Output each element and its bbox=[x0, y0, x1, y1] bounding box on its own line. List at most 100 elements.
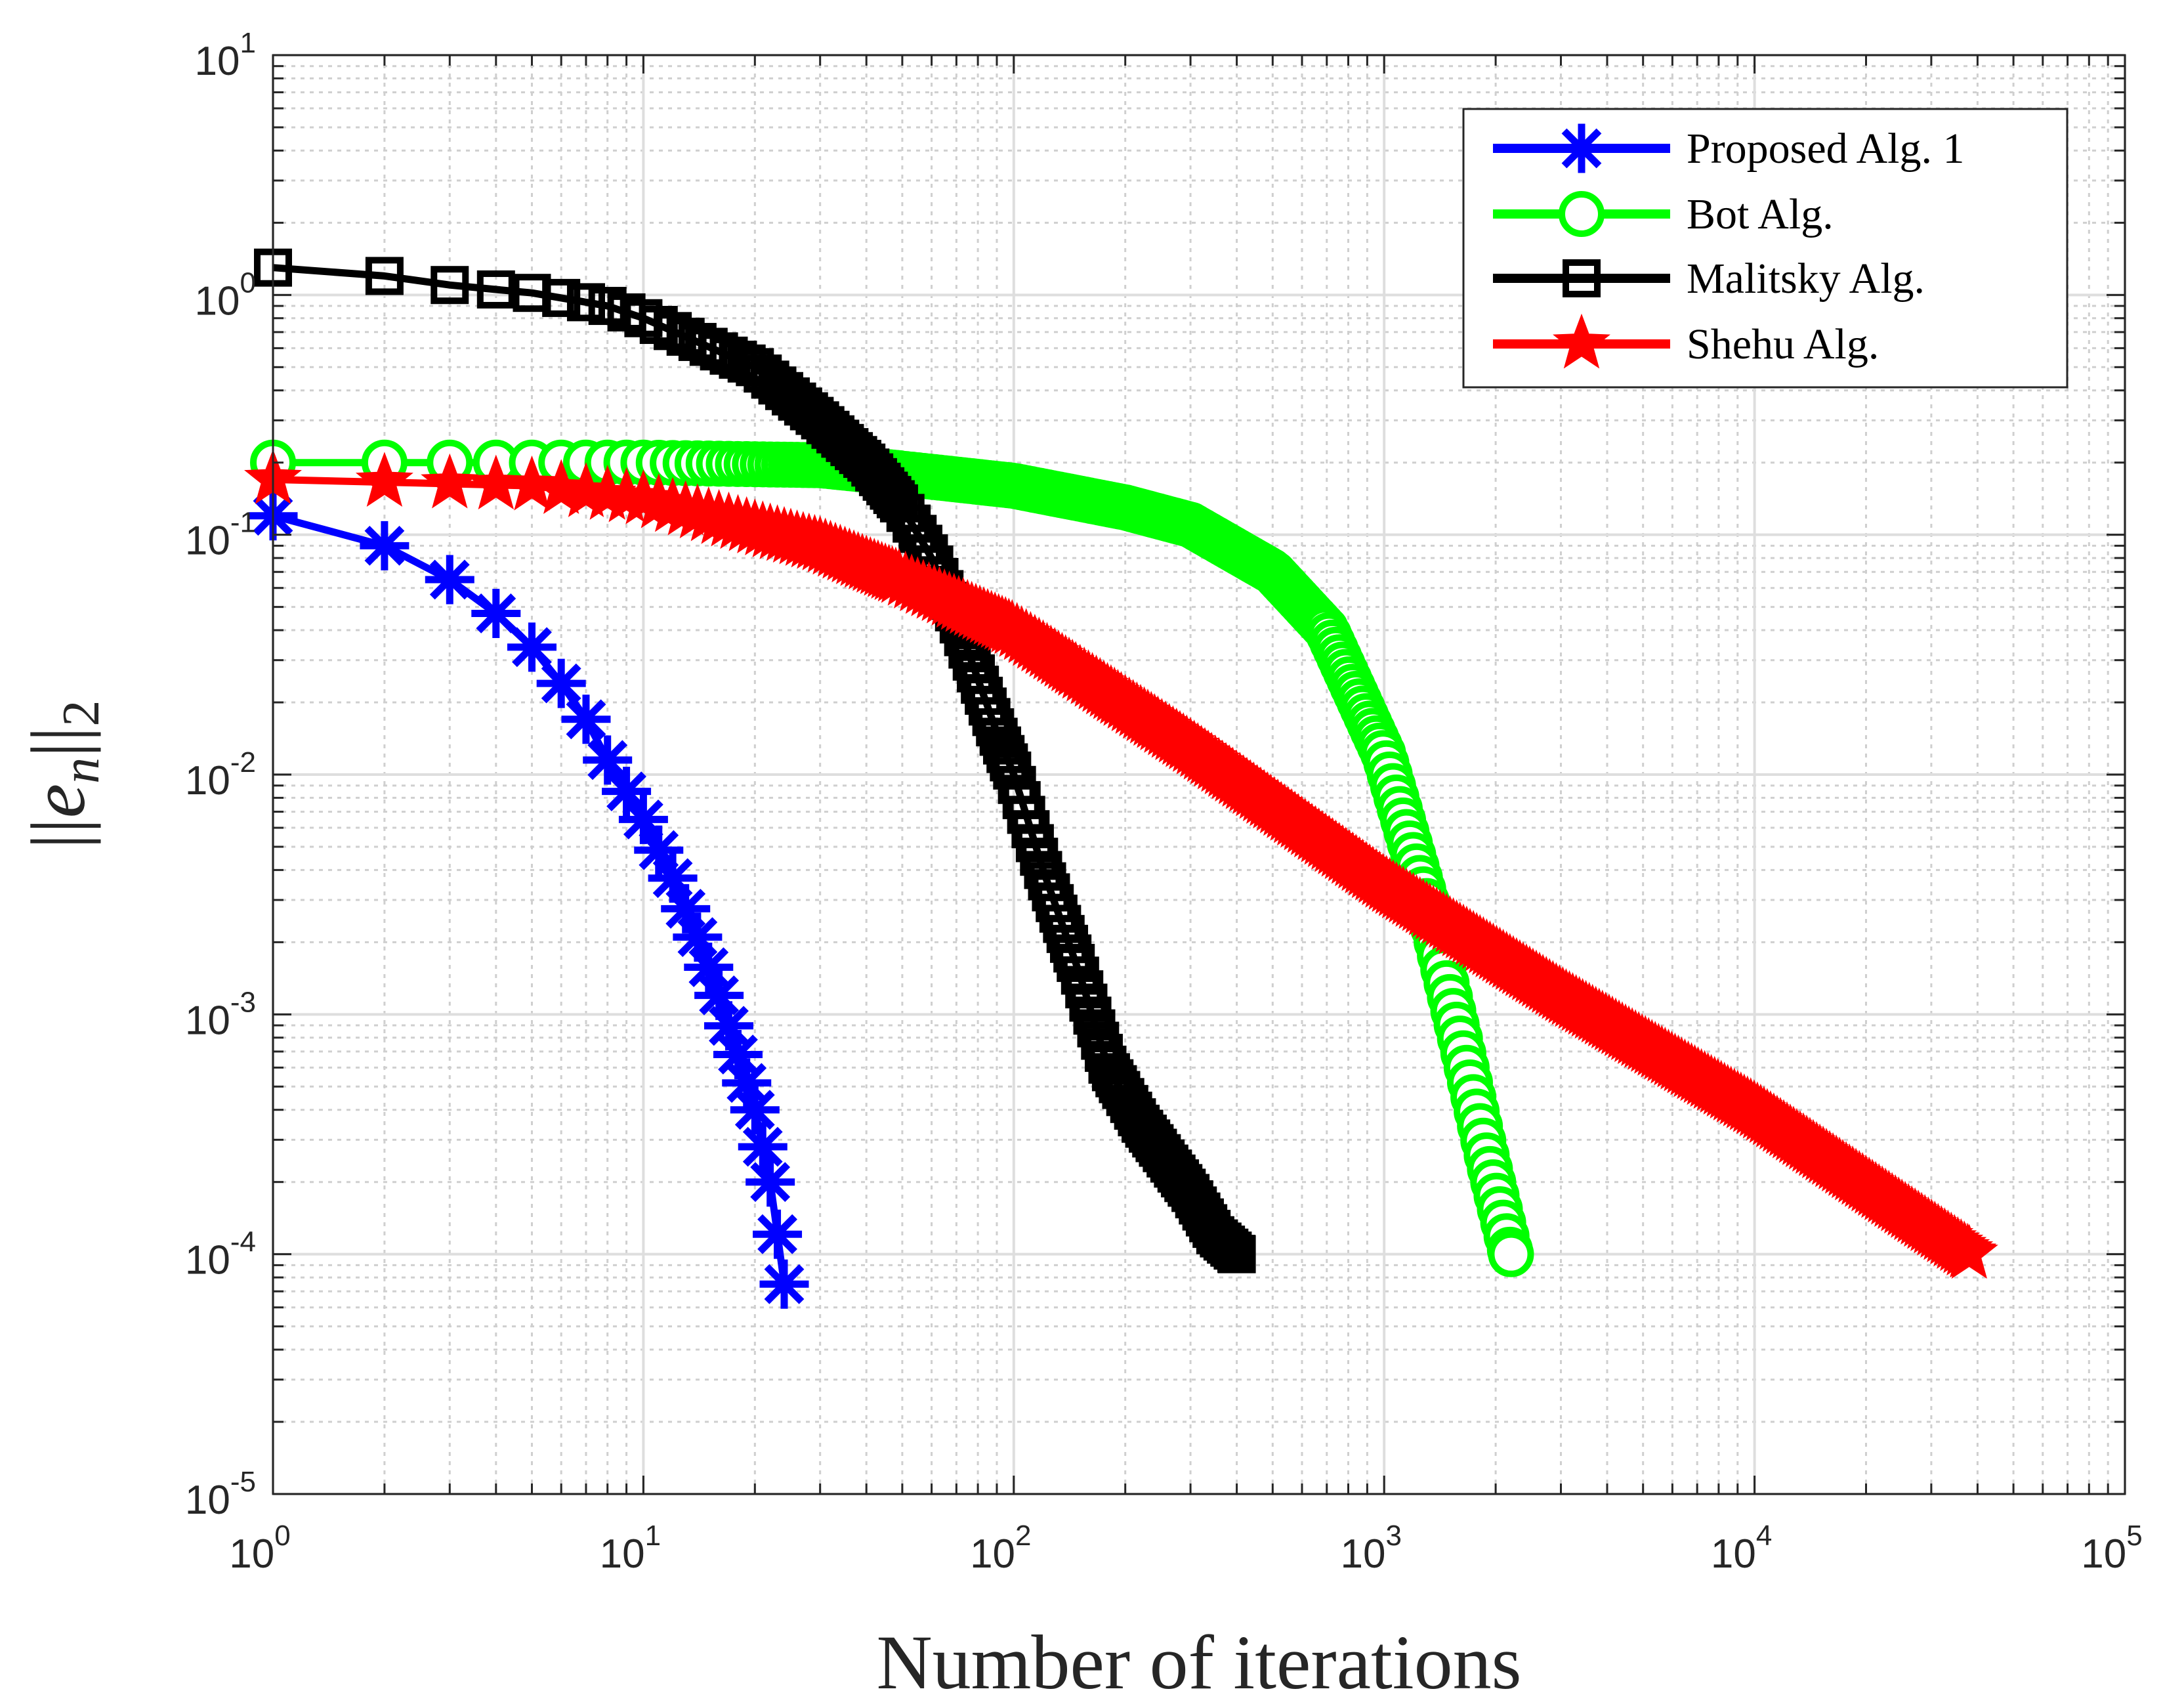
data-point bbox=[738, 1122, 788, 1172]
axis-ticks bbox=[272, 54, 2126, 1495]
legend-label-shehu: Shehu Alg. bbox=[1687, 320, 1879, 368]
data-point bbox=[421, 453, 479, 509]
data-point bbox=[634, 825, 684, 875]
data-point bbox=[507, 622, 556, 672]
x-tick-label-base: 10 bbox=[1340, 1531, 1385, 1577]
y-tick-label: 10-4 bbox=[185, 1226, 256, 1283]
legend-marker-shape bbox=[1559, 191, 1605, 237]
y-tick-label-exp: 0 bbox=[240, 267, 256, 299]
legend-marker-bot bbox=[1559, 191, 1605, 237]
legend-entry-shehu: Shehu Alg. bbox=[1493, 313, 1879, 369]
y-tick-label: 10-5 bbox=[185, 1466, 256, 1523]
x-tick-label-exp: 4 bbox=[1756, 1520, 1772, 1552]
y-tick-label: 10-1 bbox=[185, 507, 256, 564]
legend-label-bot: Bot Alg. bbox=[1687, 190, 1834, 238]
legend-label-malitsky: Malitsky Alg. bbox=[1687, 255, 1925, 303]
y-tick-label-exp: -3 bbox=[230, 986, 256, 1018]
x-tick-label: 100 bbox=[229, 1520, 290, 1577]
data-point bbox=[759, 1259, 809, 1309]
legend-entry-malitsky: Malitsky Alg. bbox=[1493, 255, 1925, 303]
legend-marker-shape-stroke bbox=[1561, 128, 1602, 169]
data-point-stroke bbox=[665, 889, 706, 929]
data-point-stroke bbox=[587, 740, 628, 780]
data-point bbox=[746, 1157, 795, 1207]
data-point bbox=[561, 694, 611, 744]
y-tick-label-base: 10 bbox=[185, 1478, 230, 1523]
data-point bbox=[1077, 1009, 1116, 1048]
series-3 bbox=[254, 248, 1256, 1273]
y-tick-label-base: 10 bbox=[195, 39, 240, 84]
data-point bbox=[503, 455, 561, 511]
data-point-stroke bbox=[726, 1063, 767, 1103]
data-point bbox=[365, 257, 404, 295]
x-tick-label-base: 10 bbox=[600, 1531, 645, 1577]
data-point-stroke bbox=[750, 1162, 791, 1203]
data-point-stroke bbox=[757, 1214, 797, 1254]
legend-marker-shehu bbox=[1553, 313, 1610, 369]
legend-marker-shape bbox=[1563, 259, 1601, 297]
legend-entry-bot: Bot Alg. bbox=[1493, 190, 1834, 238]
data-point bbox=[355, 452, 413, 507]
data-point-stroke bbox=[476, 593, 516, 633]
data-point bbox=[583, 735, 633, 785]
y-tick-label-exp: -4 bbox=[230, 1226, 256, 1258]
data-point bbox=[425, 555, 474, 605]
y-tick-label-base: 10 bbox=[185, 758, 230, 803]
x-tick-label: 103 bbox=[1340, 1520, 1401, 1577]
legend-marker-malitsky bbox=[1563, 259, 1601, 297]
data-point-stroke bbox=[718, 1035, 758, 1075]
data-point bbox=[1940, 1224, 1998, 1279]
x-tick-label: 104 bbox=[1711, 1520, 1772, 1577]
data-point bbox=[753, 1209, 803, 1259]
series-layer bbox=[244, 248, 1998, 1309]
y-tick-label-base: 10 bbox=[185, 998, 230, 1043]
y-tick-label-base: 10 bbox=[185, 1238, 230, 1283]
data-point bbox=[476, 270, 515, 309]
data-point-stroke bbox=[606, 771, 646, 812]
x-tick-label-base: 10 bbox=[2081, 1531, 2126, 1577]
data-point bbox=[1217, 1235, 1256, 1273]
data-point bbox=[536, 658, 586, 708]
data-point-stroke bbox=[566, 699, 606, 740]
data-point bbox=[618, 794, 668, 844]
y-tick-label-base: 10 bbox=[195, 278, 240, 324]
x-tick-label-exp: 5 bbox=[2126, 1520, 2142, 1552]
data-point bbox=[730, 1085, 780, 1135]
y-tick-label-exp: -1 bbox=[230, 507, 256, 539]
x-tick-label-exp: 0 bbox=[274, 1520, 290, 1552]
x-tick-label: 105 bbox=[2081, 1520, 2142, 1577]
x-tick-label-base: 10 bbox=[970, 1531, 1015, 1577]
y-tick-label-base: 10 bbox=[185, 519, 230, 564]
legend-marker-proposed bbox=[1557, 123, 1606, 173]
data-point-stroke bbox=[512, 627, 552, 668]
y-axis-title-sub: n bbox=[52, 758, 110, 784]
legend: Proposed Alg. 1 Bot Alg. Malitsky Alg. S… bbox=[1462, 108, 2068, 389]
x-tick-label-base: 10 bbox=[1711, 1531, 1756, 1577]
series-4 bbox=[244, 449, 1998, 1279]
data-point-stroke bbox=[742, 1126, 783, 1167]
y-tick-label: 100 bbox=[195, 267, 256, 324]
data-point-stroke bbox=[677, 917, 718, 958]
x-tick-labels: 100 101 102 103 104 105 bbox=[229, 1520, 2142, 1577]
x-tick-label-exp: 3 bbox=[1385, 1520, 1401, 1552]
y-axis-title-bars-right: || bbox=[15, 727, 101, 758]
y-axis-title-base: e bbox=[15, 784, 101, 818]
data-point bbox=[1488, 1231, 1534, 1277]
y-tick-label: 101 bbox=[195, 27, 256, 84]
data-point bbox=[360, 521, 410, 570]
x-tick-label-base: 10 bbox=[229, 1531, 274, 1577]
data-point-stroke bbox=[364, 525, 405, 566]
y-tick-label-exp: -5 bbox=[230, 1466, 256, 1498]
y-axis-title-bars-left: || bbox=[15, 818, 101, 849]
y-tick-label-exp: 1 bbox=[240, 27, 256, 59]
data-point bbox=[1053, 934, 1092, 973]
x-tick-label: 101 bbox=[600, 1520, 661, 1577]
data-point-stroke bbox=[541, 663, 581, 704]
data-point-stroke bbox=[709, 1006, 749, 1046]
data-point-stroke bbox=[688, 947, 729, 987]
series-1 bbox=[248, 491, 809, 1309]
data-point bbox=[471, 588, 521, 638]
y-axis-title-norm: 2 bbox=[52, 700, 110, 727]
